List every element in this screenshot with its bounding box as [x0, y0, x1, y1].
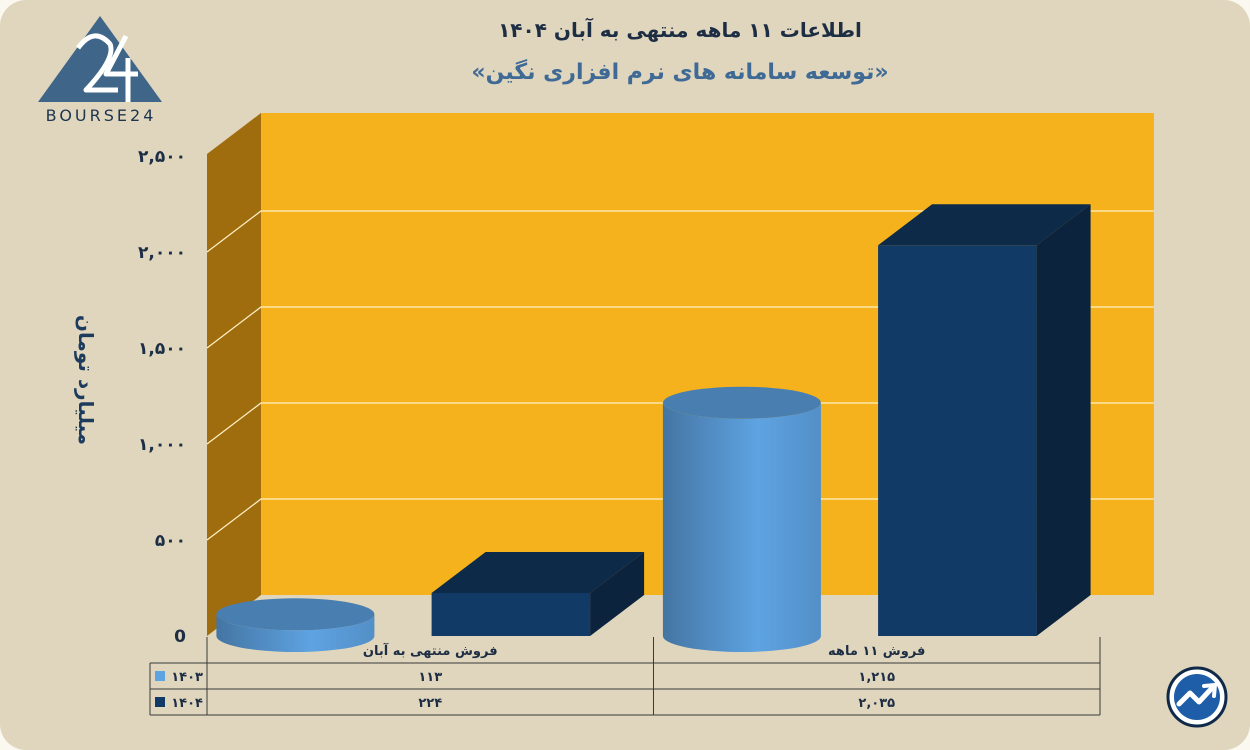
bourse24-logo-icon: [38, 16, 162, 102]
box-front: [431, 592, 591, 636]
gridline: [206, 210, 1154, 253]
box-top: [878, 204, 1091, 246]
x-category-label: فروش منتهی به آبان: [363, 642, 498, 659]
data-table-value: ۱۱۳: [418, 670, 442, 685]
y-tick-label: 0: [174, 627, 186, 647]
gridline: [206, 402, 1154, 445]
bar-cylinder-1403: [216, 598, 375, 652]
bar-cylinder-1403: [662, 386, 821, 652]
plot-side-wall: [207, 113, 261, 636]
box-side: [1036, 204, 1091, 636]
y-tick-label: ۲,۰۰۰: [138, 243, 186, 263]
gridline: [206, 306, 1154, 349]
legend-swatch: [155, 697, 165, 707]
cylinder-body: [216, 614, 375, 652]
gridline: [206, 498, 1154, 541]
cylinder-top: [216, 598, 375, 631]
x-category-label: فروش ۱۱ ماهه: [828, 644, 925, 659]
cylinder-top: [662, 386, 821, 419]
y-tick-label: ۱,۵۰۰: [138, 339, 186, 359]
y-tick-label: ۱,۰۰۰: [138, 435, 186, 455]
data-table-value: ۲۲۴: [418, 696, 442, 711]
logo-text: BOURSE24: [45, 106, 157, 125]
bar-box-1404: [431, 551, 645, 636]
box-top: [431, 551, 645, 593]
legend-swatch: [155, 671, 165, 681]
bar-box-1404: [878, 204, 1091, 636]
y-tick-label: ۵۰۰: [155, 531, 186, 551]
legend-series-name: ۱۴۰۳: [171, 670, 203, 685]
trend-up-arrow-icon: [1166, 666, 1228, 728]
legend-series-name: ۱۴۰۴: [171, 696, 203, 711]
chart-title: اطلاعات ۱۱ ماهه منتهی به آبان ۱۴۰۴: [498, 18, 862, 42]
data-table-value: ۲,۰۳۵: [858, 696, 895, 711]
y-tick-label: ۲,۵۰۰: [138, 147, 186, 167]
box-front: [878, 245, 1037, 636]
chart-subtitle: «توسعه سامانه های نرم افزاری نگین»: [471, 60, 889, 85]
cylinder-body: [662, 402, 821, 652]
data-table-value: ۱,۲۱۵: [858, 670, 895, 685]
box-side: [590, 551, 645, 636]
